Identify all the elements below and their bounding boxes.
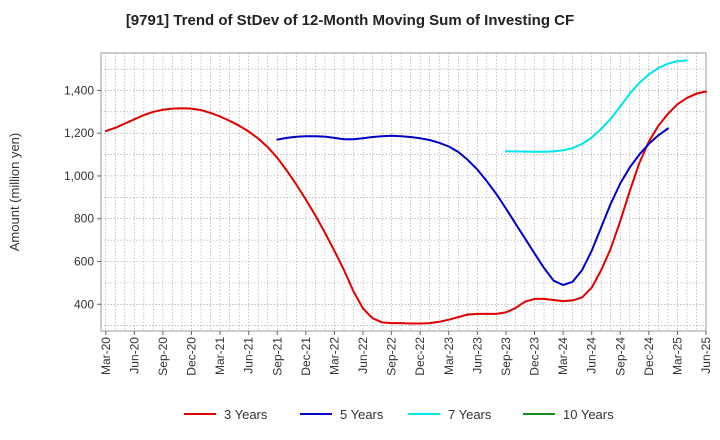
series-layer [104, 59, 707, 325]
x-tick-label: Dec-22 [413, 337, 427, 376]
x-tick-label: Mar-25 [670, 337, 684, 375]
x-tick-label: Sep-23 [499, 337, 513, 376]
y-tick-label: 400 [74, 297, 94, 311]
plot-area [100, 52, 707, 332]
x-tick-label: Dec-20 [185, 337, 199, 376]
legend-label: 10 Years [563, 407, 614, 422]
x-tick-label: Jun-20 [127, 337, 141, 374]
x-tick-label: Mar-24 [556, 337, 570, 375]
x-tick-label: Mar-21 [213, 337, 227, 375]
x-tick-label: Jun-25 [699, 337, 713, 374]
y-axis-title: Amount (million yen) [7, 133, 22, 252]
x-tick-label: Jun-21 [242, 337, 256, 374]
series-line-5-years [276, 127, 669, 286]
x-tick-label: Dec-21 [299, 337, 313, 376]
y-tick-label: 1,200 [64, 126, 94, 140]
series-line-3-years [104, 90, 707, 325]
legend: 3 Years 5 Years 7 Years 10 Years [184, 407, 614, 422]
x-axis: Mar-20 Jun-20 Sep-20 Dec-20 Mar-21 Jun-21 Sep-… [99, 331, 713, 376]
x-tick-label: Jun-23 [470, 337, 484, 374]
y-axis: 400 600 800 1,000 1,200 1,400 [64, 83, 101, 311]
x-tick-label: Sep-20 [156, 337, 170, 376]
x-tick-label: Mar-23 [442, 337, 456, 375]
legend-label: 5 Years [340, 407, 384, 422]
series-line-7-years [504, 59, 688, 153]
y-tick-label: 1,400 [64, 83, 94, 97]
x-tick-label: Sep-22 [385, 337, 399, 376]
x-tick-label: Dec-23 [528, 337, 542, 376]
x-tick-label: Sep-24 [613, 337, 627, 376]
y-tick-label: 600 [74, 255, 94, 269]
legend-label: 3 Years [224, 407, 268, 422]
x-tick-label: Dec-24 [642, 337, 656, 376]
legend-label: 7 Years [448, 407, 492, 422]
x-tick-label: Jun-24 [585, 337, 599, 374]
x-tick-label: Sep-21 [270, 337, 284, 376]
y-tick-label: 1,000 [64, 169, 94, 183]
x-tick-label: Mar-20 [99, 337, 113, 375]
x-tick-label: Mar-22 [327, 337, 341, 375]
y-tick-label: 800 [74, 212, 94, 226]
x-tick-label: Jun-22 [356, 337, 370, 374]
chart-title: [9791] Trend of StDev of 12-Month Moving… [126, 12, 574, 29]
